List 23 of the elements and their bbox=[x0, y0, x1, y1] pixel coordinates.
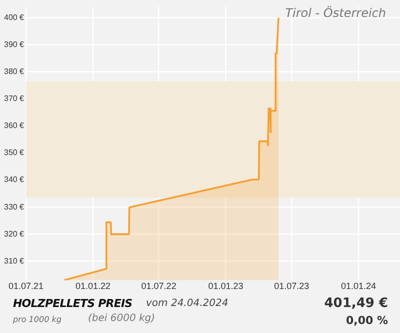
y-tick-label: 320 € bbox=[4, 229, 25, 238]
annotation: Tirol - Österreich bbox=[285, 6, 386, 20]
y-tick-label: 370 € bbox=[4, 94, 25, 104]
x-tick-label: 01.07.22 bbox=[141, 281, 176, 292]
y-tick-label: 380 € bbox=[4, 66, 25, 76]
y-tick-label: 360 € bbox=[4, 121, 25, 130]
y-tick-label: 310 € bbox=[4, 256, 25, 266]
y-tick-label: 330 € bbox=[4, 202, 25, 212]
y-tick-label: 340 € bbox=[4, 175, 25, 184]
text: pro 1000 kg bbox=[13, 315, 62, 324]
x-tick-label: 01.07.21 bbox=[8, 281, 44, 292]
y-tick-label: 350 € bbox=[4, 148, 25, 158]
y-tick-label: 390 € bbox=[4, 40, 25, 49]
text: vom 24.04.2024 bbox=[146, 298, 228, 309]
x-tick-label: 01.01.22 bbox=[75, 281, 110, 292]
text: (bei 6000 kg) bbox=[88, 313, 156, 324]
text: 0,00 % bbox=[346, 314, 388, 327]
y-tick-label: 400 € bbox=[4, 12, 25, 22]
text: 401,49 € bbox=[324, 296, 388, 311]
text: HOLZPELLETS PREIS bbox=[13, 297, 132, 310]
x-tick-label: 01.01.23 bbox=[208, 281, 244, 292]
x-tick-label: 01.07.23 bbox=[274, 281, 310, 292]
x-tick-label: 01.01.24 bbox=[341, 281, 376, 292]
